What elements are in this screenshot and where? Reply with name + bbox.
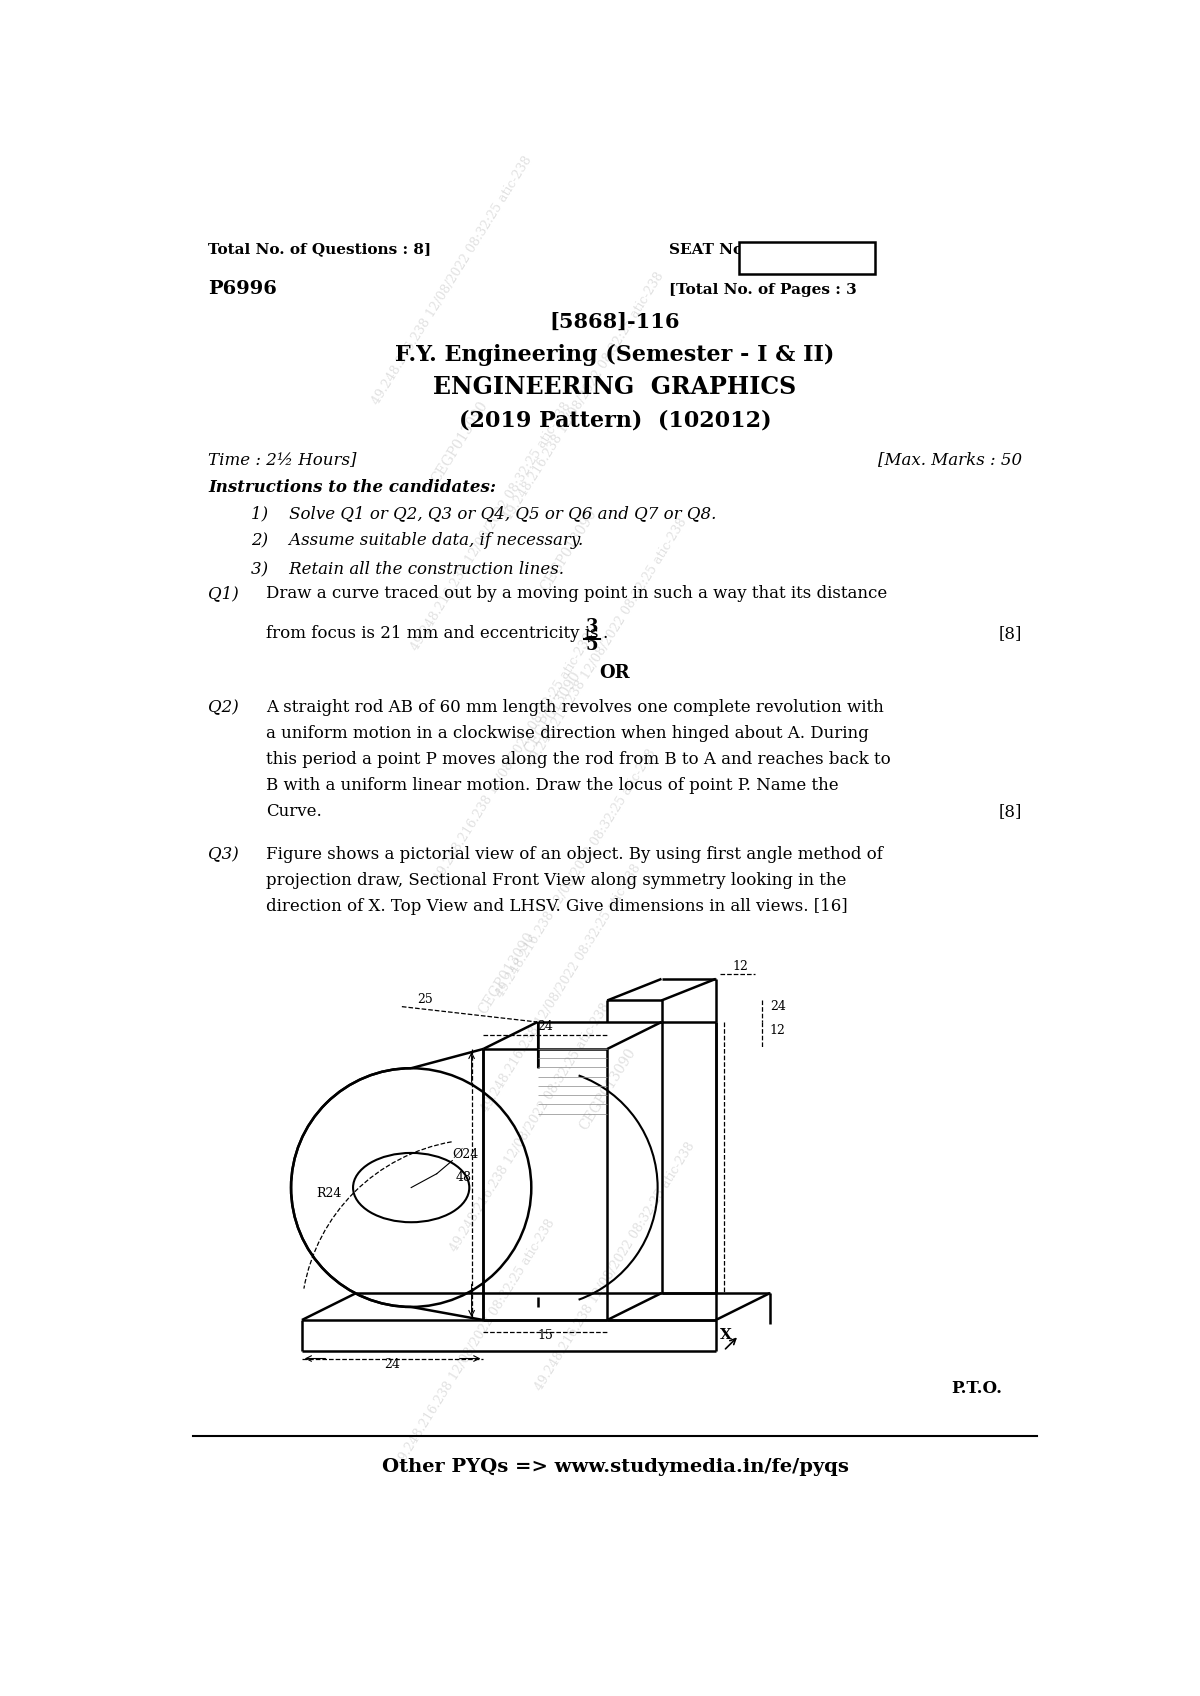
Text: 15: 15 bbox=[538, 1330, 553, 1342]
Text: Q3): Q3) bbox=[208, 846, 239, 863]
Text: 49.248.216.238 12/08/2022 08:32:25 atic-238: 49.248.216.238 12/08/2022 08:32:25 atic-… bbox=[432, 631, 596, 885]
Text: Time : 2½ Hours]: Time : 2½ Hours] bbox=[208, 451, 356, 468]
Text: 2)    Assume suitable data, if necessary.: 2) Assume suitable data, if necessary. bbox=[251, 533, 583, 550]
Text: P6996: P6996 bbox=[208, 280, 277, 298]
Text: CEGP013090: CEGP013090 bbox=[475, 929, 538, 1018]
Text: Figure shows a pictorial view of an object. By using first angle method of: Figure shows a pictorial view of an obje… bbox=[266, 846, 883, 863]
Text: 24: 24 bbox=[385, 1358, 401, 1370]
Text: .: . bbox=[602, 624, 608, 641]
Text: [Total No. of Pages : 3: [Total No. of Pages : 3 bbox=[670, 283, 857, 297]
Text: CEGP013090: CEGP013090 bbox=[430, 399, 491, 485]
Text: 49.248.216.238 12/08/2022 08:32:25 atic-238: 49.248.216.238 12/08/2022 08:32:25 atic-… bbox=[533, 1140, 697, 1392]
Text: A straight rod AB of 60 mm length revolves one complete revolution with: A straight rod AB of 60 mm length revolv… bbox=[266, 699, 884, 716]
Text: SEAT No. :: SEAT No. : bbox=[670, 243, 760, 256]
Text: B with a uniform linear motion. Draw the locus of point P. Name the: B with a uniform linear motion. Draw the… bbox=[266, 777, 839, 794]
Text: 49.248.216.238 12/08/2022 08:32:25 atic-238: 49.248.216.238 12/08/2022 08:32:25 atic-… bbox=[448, 1001, 612, 1253]
Text: Instructions to the candidates:: Instructions to the candidates: bbox=[208, 478, 496, 495]
Text: 24: 24 bbox=[770, 1001, 786, 1014]
Text: direction of X. Top View and LHSV. Give dimensions in all views. [16]: direction of X. Top View and LHSV. Give … bbox=[266, 899, 848, 916]
Text: 12: 12 bbox=[733, 960, 749, 974]
Text: Draw a curve traced out by a moving point in such a way that its distance: Draw a curve traced out by a moving poin… bbox=[266, 585, 888, 602]
Text: Total No. of Questions : 8]: Total No. of Questions : 8] bbox=[208, 243, 431, 256]
Text: Curve.: Curve. bbox=[266, 804, 322, 821]
Text: 49.248.216.238 12/08/2022 08:32:25 atic-238: 49.248.216.238 12/08/2022 08:32:25 atic-… bbox=[502, 270, 666, 522]
Text: F.Y. Engineering (Semester - I & II): F.Y. Engineering (Semester - I & II) bbox=[395, 344, 835, 366]
Text: 3)    Retain all the construction lines.: 3) Retain all the construction lines. bbox=[251, 560, 564, 577]
Text: [8]: [8] bbox=[998, 624, 1022, 641]
Text: Ø24: Ø24 bbox=[452, 1148, 479, 1162]
Text: from focus is 21 mm and eccentricity is: from focus is 21 mm and eccentricity is bbox=[266, 624, 599, 641]
Text: OR: OR bbox=[600, 663, 630, 682]
Text: R24: R24 bbox=[317, 1187, 342, 1199]
Text: P.T.O.: P.T.O. bbox=[952, 1381, 1002, 1398]
Text: 1)    Solve Q1 or Q2, Q3 or Q4, Q5 or Q6 and Q7 or Q8.: 1) Solve Q1 or Q2, Q3 or Q4, Q5 or Q6 an… bbox=[251, 505, 716, 522]
Text: 49.248.216.238 12/08/2022 08:32:25 atic-238: 49.248.216.238 12/08/2022 08:32:25 atic-… bbox=[524, 516, 690, 768]
Text: (2019 Pattern)  (102012): (2019 Pattern) (102012) bbox=[458, 410, 772, 432]
Text: [5868]-116: [5868]-116 bbox=[550, 312, 680, 332]
Text: 24: 24 bbox=[538, 1019, 553, 1033]
Text: CEGP013090: CEGP013090 bbox=[522, 668, 583, 755]
Text: [Max. Marks : 50: [Max. Marks : 50 bbox=[877, 451, 1022, 468]
Text: Other PYQs => www.studymedia.in/fe/pyqs: Other PYQs => www.studymedia.in/fe/pyqs bbox=[382, 1459, 848, 1477]
Text: CEGP013090: CEGP013090 bbox=[576, 1045, 638, 1133]
Text: 3: 3 bbox=[586, 617, 598, 636]
Text: 48: 48 bbox=[456, 1172, 472, 1184]
Text: 49.248.216.238 12/08/2022 08:32:25 atic-238: 49.248.216.238 12/08/2022 08:32:25 atic-… bbox=[493, 746, 659, 1001]
Bar bbox=[739, 243, 875, 275]
Text: 12: 12 bbox=[770, 1024, 786, 1036]
Text: 49.248.216.238 12/08/2022 08:32:25 atic-238: 49.248.216.238 12/08/2022 08:32:25 atic-… bbox=[370, 154, 535, 407]
Text: Q2): Q2) bbox=[208, 699, 239, 716]
Text: this period a point P moves along the rod from B to A and reaches back to: this period a point P moves along the ro… bbox=[266, 751, 890, 768]
Text: 25: 25 bbox=[418, 992, 433, 1006]
Text: 49.248.216.238 12/08/2022 08:32:25 atic-238: 49.248.216.238 12/08/2022 08:32:25 atic-… bbox=[394, 1216, 558, 1470]
Text: 49.248.216.238 12/08/2022 08:32:25 atic-238: 49.248.216.238 12/08/2022 08:32:25 atic-… bbox=[408, 400, 574, 653]
Text: X: X bbox=[720, 1328, 732, 1342]
Text: 5: 5 bbox=[586, 636, 598, 655]
Text: CEGP013090: CEGP013090 bbox=[538, 507, 599, 594]
Text: a uniform motion in a clockwise direction when hinged about A. During: a uniform motion in a clockwise directio… bbox=[266, 724, 869, 741]
Text: 49.248.216.238 12/08/2022 08:32:25 atic-238: 49.248.216.238 12/08/2022 08:32:25 atic-… bbox=[479, 862, 643, 1116]
Text: [8]: [8] bbox=[998, 804, 1022, 821]
Text: projection draw, Sectional Front View along symmetry looking in the: projection draw, Sectional Front View al… bbox=[266, 872, 847, 889]
Text: Q1): Q1) bbox=[208, 585, 239, 602]
Text: ENGINEERING  GRAPHICS: ENGINEERING GRAPHICS bbox=[433, 375, 797, 400]
